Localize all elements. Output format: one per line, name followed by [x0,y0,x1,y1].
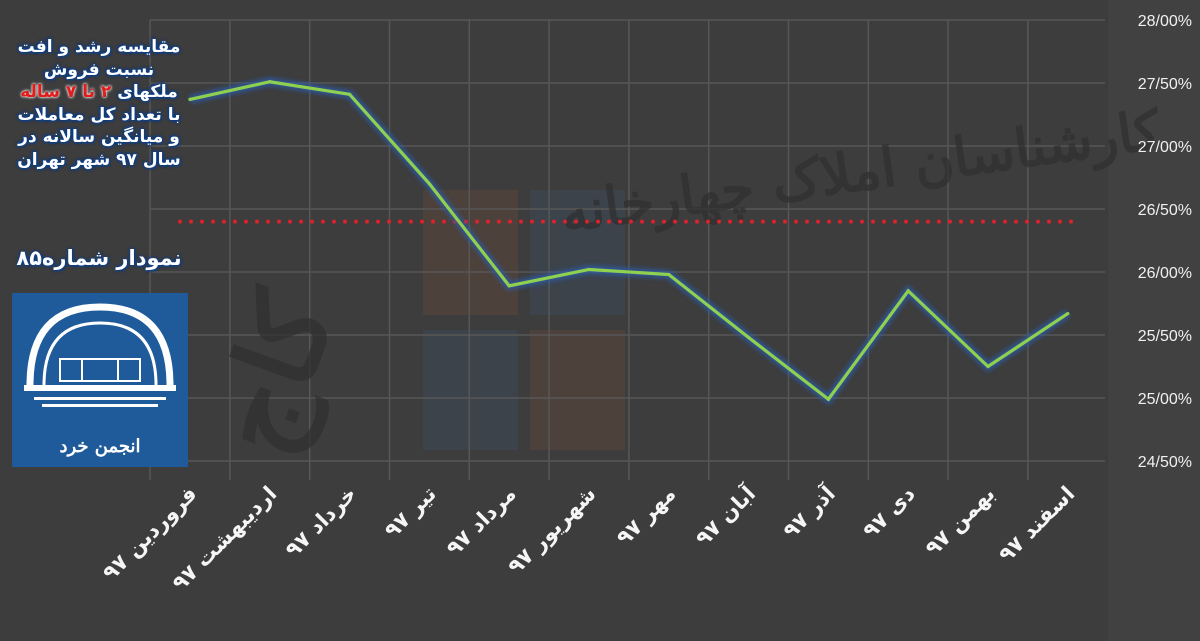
y-tick-label: 25/50% [1138,328,1192,345]
title-line: سال ۹۷ شهر تهران [17,149,181,170]
watermark-block [530,330,625,450]
title-line: و میانگین سالانه در [18,127,180,147]
x-tick-label: بهمن ۹۷ [921,482,1000,561]
data-point [587,267,591,272]
chart-number: نمودار شماره۸۵ [16,246,182,270]
title-line: ملکهای ۲ تا ۷ ساله [4,81,194,104]
logo: انجمن خرد [12,293,188,467]
data-point [1066,311,1070,316]
x-tick-label: دی ۹۷ [858,481,920,543]
y-tick-label: 24/50% [1138,454,1192,471]
x-tick-label: مهر ۹۷ [612,482,681,551]
y-tick-label: 27/00% [1138,139,1192,156]
x-tick-label: تیر ۹۷ [380,482,441,543]
x-tick-label: آبان ۹۷ [690,480,760,550]
title-line: نسبت فروش [43,59,155,80]
data-point [507,284,511,288]
data-point [906,289,910,293]
watermark-block [530,190,625,315]
x-tick-label: مرداد ۹۷ [442,482,521,561]
data-point [826,397,831,401]
title-line: مقایسه رشد و افت [17,37,181,57]
data-point [348,92,352,96]
title-text: ملکهای [117,82,178,102]
watermark-block [423,330,518,450]
y-tick-label: 26/00% [1138,265,1192,282]
watermark-text: کاج [185,275,364,470]
y-tick-label: 26/50% [1138,202,1192,219]
data-point [986,364,990,369]
data-point [427,182,431,186]
title-line: با تعداد کل معاملات [17,104,181,125]
data-point [268,80,272,84]
data-point [747,335,751,340]
x-tick-label: اسفند ۹۷ [994,482,1079,567]
title-highlight: ۲ تا ۷ ساله [20,82,112,102]
y-tick-label: 25/00% [1138,391,1192,408]
arch-logo-icon [24,303,176,407]
x-tick-label: آذر ۹۷ [778,480,841,543]
y-tick-label: 27/50% [1138,76,1192,93]
data-point [188,97,192,101]
watermark-block [423,190,518,315]
y-tick-label: 28/00% [1138,13,1192,30]
data-point [667,272,671,277]
series-line [189,80,1069,402]
logo-text: انجمن خرد [59,436,141,457]
chart-title: مقایسه رشد و افت نسبت فروش ملکهای ۲ تا ۷… [4,36,194,171]
x-tick-label: خرداد ۹۷ [281,482,362,563]
